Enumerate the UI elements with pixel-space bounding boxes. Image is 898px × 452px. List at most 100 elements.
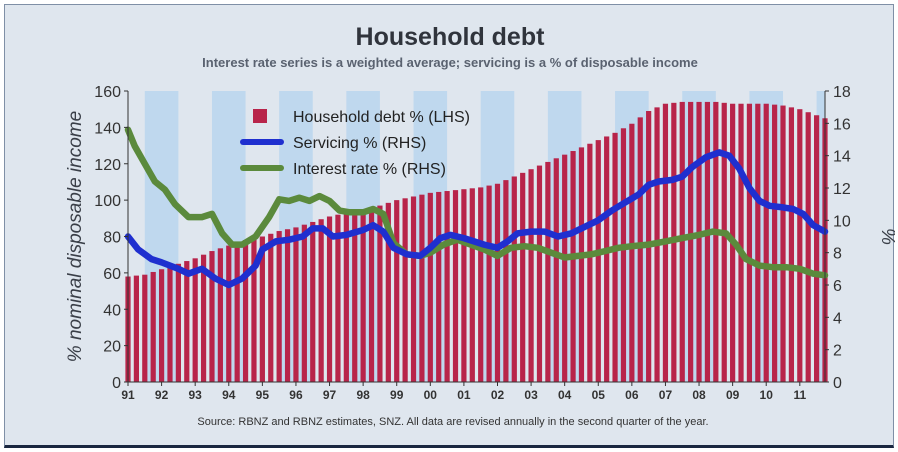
- debt-bar: [335, 214, 341, 382]
- rate-lines: [124, 126, 829, 289]
- debt-bar: [511, 176, 517, 382]
- x-tick-label: 09: [726, 388, 740, 402]
- right-tick-label: 14: [833, 149, 851, 166]
- debt-bar: [192, 258, 198, 382]
- debt-bar: [528, 169, 534, 382]
- debt-bar: [738, 103, 744, 382]
- debt-bar: [184, 261, 190, 382]
- chart-subtitle: Interest rate series is a weighted avera…: [202, 55, 698, 70]
- debt-bar: [326, 216, 333, 382]
- debt-bar: [377, 205, 383, 382]
- debt-bar: [394, 200, 400, 382]
- right-axis-label: %: [877, 228, 895, 245]
- debt-bar: [478, 187, 484, 382]
- debt-bar: [486, 185, 492, 382]
- debt-bar: [797, 109, 803, 382]
- debt-bar: [688, 101, 694, 382]
- right-tick-label: 6: [833, 278, 842, 295]
- debt-bar: [142, 274, 148, 382]
- x-tick-label: 99: [390, 388, 404, 402]
- debt-bar: [721, 102, 727, 383]
- legend-label-interest: Interest rate % (RHS): [293, 161, 446, 178]
- x-tick-label: 00: [424, 388, 438, 402]
- left-tick-label: 60: [103, 266, 121, 283]
- x-axis-ticks: 91 92 93 94 95 96 97 98 99 00 01 02 03 04 05 06 07 08 09 10…: [121, 382, 806, 402]
- debt-bar: [251, 238, 257, 382]
- x-tick-label: 97: [323, 388, 337, 402]
- servicing-line: [124, 149, 829, 289]
- x-tick-label: 03: [524, 388, 538, 402]
- chart-svg: Household debt Interest rate series is a…: [65, 23, 895, 428]
- x-tick-label: 06: [625, 388, 639, 402]
- right-tick-label: 8: [833, 246, 842, 263]
- debt-bar: [133, 275, 140, 382]
- debt-bar: [679, 101, 685, 382]
- debt-bar: [562, 154, 568, 382]
- debt-bar: [629, 123, 635, 383]
- debt-bar: [696, 101, 702, 382]
- x-tick-label: 92: [155, 388, 169, 402]
- interest-rate-line: [124, 126, 829, 279]
- x-tick-label: 08: [692, 388, 706, 402]
- x-tick-label: 96: [289, 388, 303, 402]
- x-tick-label: 95: [256, 388, 270, 402]
- x-tick-label: 02: [491, 388, 505, 402]
- chart-title: Household debt: [356, 23, 546, 51]
- left-tick-label: 0: [112, 375, 121, 392]
- debt-bar: [503, 180, 509, 382]
- debt-bar: [150, 271, 156, 382]
- debt-bar: [578, 147, 585, 382]
- right-tick-label: 16: [833, 116, 851, 133]
- debt-bar: [637, 117, 643, 382]
- debt-bar: [419, 194, 425, 382]
- debt-bar: [318, 219, 324, 382]
- x-tick-label: 93: [189, 388, 203, 402]
- left-tick-label: 40: [103, 302, 121, 319]
- debt-bar: [620, 128, 627, 382]
- debt-bar: [293, 227, 299, 382]
- debt-bar: [553, 158, 559, 382]
- debt-bar: [352, 211, 358, 382]
- debt-bar: [452, 190, 459, 382]
- debt-bar: [167, 266, 173, 382]
- debt-bar: [780, 105, 786, 383]
- right-axis-ticks: 0 2 4 6 8 10 12 14 16 18: [825, 84, 851, 392]
- background-bands: [128, 91, 825, 382]
- x-tick-label: 05: [592, 388, 606, 402]
- legend: Household debt % (LHS) Servicing % (RHS) I…: [240, 109, 470, 178]
- debt-bar: [461, 189, 467, 382]
- debt-bar: [268, 233, 274, 382]
- debt-bar: [242, 240, 249, 382]
- debt-bar: [713, 101, 719, 382]
- legend-swatch-debt: [253, 109, 267, 123]
- debt-bar: [234, 242, 240, 382]
- debt-bar: [704, 101, 711, 382]
- debt-bar: [276, 231, 282, 382]
- debt-bar: [494, 183, 501, 382]
- debt-bar: [158, 269, 165, 382]
- debt-bar: [385, 202, 391, 382]
- debt-bar: [612, 132, 618, 382]
- debt-bar: [301, 224, 307, 382]
- debt-bar: [595, 140, 601, 382]
- debt-bar: [259, 236, 265, 382]
- x-tick-label: 01: [457, 388, 471, 402]
- year-band: [816, 91, 825, 382]
- left-tick-label: 100: [94, 193, 121, 210]
- debt-bar: [226, 245, 232, 382]
- x-tick-label: 11: [793, 388, 806, 402]
- debt-bar: [570, 151, 576, 382]
- debt-bar: [284, 229, 291, 382]
- left-tick-label: 20: [103, 339, 121, 356]
- left-tick-label: 140: [94, 120, 121, 137]
- right-tick-label: 2: [833, 343, 842, 360]
- debt-bar: [368, 207, 375, 382]
- debt-bar: [545, 161, 551, 382]
- right-tick-label: 10: [833, 213, 851, 230]
- source-note: Source: RBNZ and RBNZ estimates, SNZ. Al…: [197, 416, 708, 428]
- chart-frame: Household debt Interest rate series is a…: [4, 4, 895, 448]
- debt-bar: [427, 192, 433, 382]
- debt-bar: [444, 191, 450, 382]
- debt-bar: [604, 136, 610, 382]
- left-tick-label: 80: [103, 230, 121, 247]
